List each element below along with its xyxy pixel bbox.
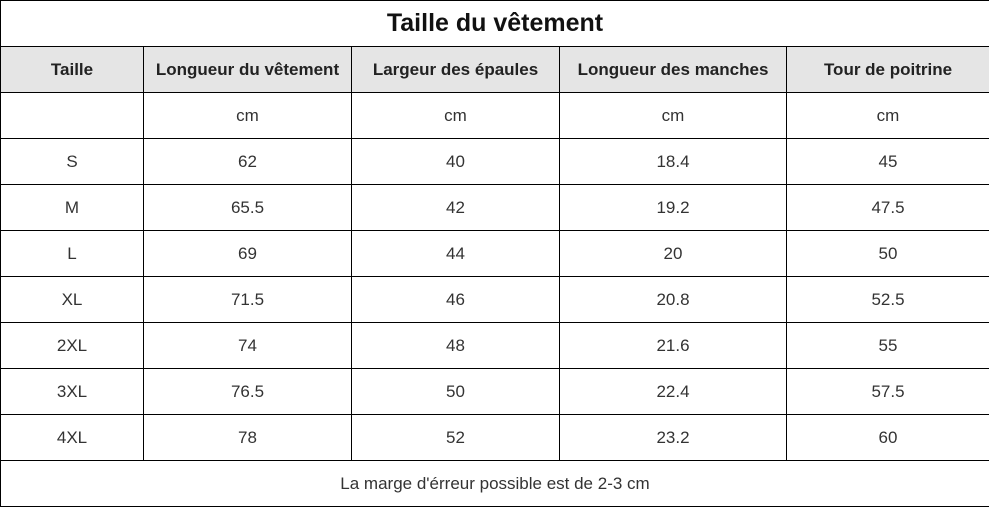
table-row: XL 71.5 46 20.8 52.5 [0,276,989,323]
table-cell: 4XL [0,414,144,461]
table-row: 4XL 78 52 23.2 60 [0,414,989,461]
table-cell: M [0,184,144,231]
table-row: M 65.5 42 19.2 47.5 [0,184,989,231]
header-largeur-epaules: Largeur des épaules [351,46,560,93]
title-row: Taille du vêtement [0,0,989,47]
table-row: L 69 44 20 50 [0,230,989,277]
table-cell: 2XL [0,322,144,369]
table-cell: 57.5 [786,368,989,415]
table-cell: 52.5 [786,276,989,323]
table-cell: 50 [786,230,989,277]
header-row: Taille Longueur du vêtement Largeur des … [0,46,989,93]
table-cell: cm [786,92,989,139]
table-cell: cm [143,92,352,139]
note-row: La marge d'érreur possible est de 2-3 cm [0,460,989,507]
table-cell: cm [351,92,560,139]
table-cell: 46 [351,276,560,323]
table-cell: 50 [351,368,560,415]
table-cell: 40 [351,138,560,185]
table-cell: 21.6 [559,322,787,369]
table-cell: 55 [786,322,989,369]
table-cell: 60 [786,414,989,461]
table-cell: 23.2 [559,414,787,461]
header-longueur-vetement: Longueur du vêtement [143,46,352,93]
header-longueur-manches: Longueur des manches [559,46,787,93]
table-row: 2XL 74 48 21.6 55 [0,322,989,369]
table-cell: S [0,138,144,185]
table-cell: 44 [351,230,560,277]
table-cell: 62 [143,138,352,185]
table-cell: 69 [143,230,352,277]
table-cell: 18.4 [559,138,787,185]
table-cell: 65.5 [143,184,352,231]
header-tour-poitrine: Tour de poitrine [786,46,989,93]
table-cell: 76.5 [143,368,352,415]
table-cell: cm [559,92,787,139]
table-cell: 22.4 [559,368,787,415]
table-row: 3XL 76.5 50 22.4 57.5 [0,368,989,415]
error-margin-note: La marge d'érreur possible est de 2-3 cm [0,460,989,507]
table-cell: 20.8 [559,276,787,323]
table-cell: 42 [351,184,560,231]
table-cell: 74 [143,322,352,369]
table-cell: 45 [786,138,989,185]
table-cell: 52 [351,414,560,461]
table-title: Taille du vêtement [0,0,989,47]
header-taille: Taille [0,46,144,93]
table-cell: 48 [351,322,560,369]
table-cell: 20 [559,230,787,277]
table-cell: 71.5 [143,276,352,323]
table-cell: 19.2 [559,184,787,231]
table-cell: 47.5 [786,184,989,231]
table-cell: XL [0,276,144,323]
table-row: S 62 40 18.4 45 [0,138,989,185]
table-cell: 3XL [0,368,144,415]
table-cell [0,92,144,139]
table-cell: L [0,230,144,277]
table-cell: 78 [143,414,352,461]
unit-row: cm cm cm cm [0,92,989,139]
